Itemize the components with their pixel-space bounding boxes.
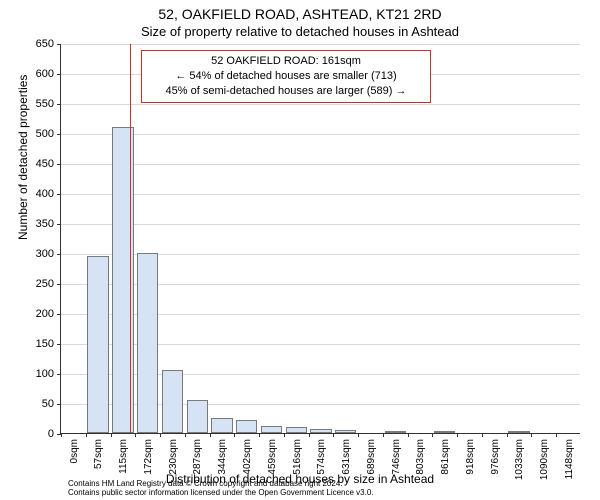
x-tick-mark (61, 433, 62, 437)
x-tick-label: 861sqm (440, 439, 451, 475)
histogram-bar (261, 426, 282, 433)
x-tick-mark (383, 433, 384, 437)
histogram-bar (87, 256, 108, 433)
marker-line (130, 44, 131, 433)
x-tick-label: 402sqm (242, 439, 253, 475)
x-tick-label: 115sqm (118, 439, 129, 474)
x-tick-mark (556, 433, 557, 437)
histogram-bar (434, 431, 455, 433)
x-tick-mark (531, 433, 532, 437)
x-tick-label: 459sqm (267, 439, 278, 475)
y-tick-label: 450 (14, 158, 54, 170)
y-tick-label: 50 (14, 398, 54, 410)
x-tick-label: 689sqm (366, 439, 377, 475)
x-tick-label: 57sqm (93, 439, 104, 469)
chart-area: 52 OAKFIELD ROAD: 161sqm← 54% of detache… (60, 44, 580, 434)
x-tick-mark (457, 433, 458, 437)
x-tick-mark (234, 433, 235, 437)
x-tick-label: 574sqm (316, 439, 327, 475)
x-tick-label: 746sqm (391, 439, 402, 475)
annotation-line: ← 54% of detached houses are smaller (71… (148, 69, 424, 84)
x-tick-mark (210, 433, 211, 437)
x-tick-mark (507, 433, 508, 437)
x-tick-label: 631sqm (341, 439, 352, 475)
x-tick-label: 803sqm (415, 439, 426, 475)
x-tick-mark (482, 433, 483, 437)
x-tick-mark (86, 433, 87, 437)
x-tick-label: 918sqm (465, 439, 476, 475)
y-tick-label: 0 (14, 428, 54, 440)
annotation-line: 52 OAKFIELD ROAD: 161sqm (148, 54, 424, 69)
histogram-bar (335, 430, 356, 433)
y-tick-label: 500 (14, 128, 54, 140)
x-tick-mark (185, 433, 186, 437)
x-tick-mark (333, 433, 334, 437)
footer-line1: Contains HM Land Registry data © Crown c… (68, 479, 374, 489)
x-tick-mark (160, 433, 161, 437)
x-tick-label: 516sqm (292, 439, 303, 475)
histogram-bar (187, 400, 208, 433)
y-tick-label: 300 (14, 248, 54, 260)
x-tick-mark (259, 433, 260, 437)
chart-title-main: 52, OAKFIELD ROAD, ASHTEAD, KT21 2RD (0, 0, 600, 22)
x-tick-mark (284, 433, 285, 437)
y-tick-label: 550 (14, 98, 54, 110)
plot-area: 52 OAKFIELD ROAD: 161sqm← 54% of detache… (60, 44, 580, 434)
y-tick-label: 350 (14, 218, 54, 230)
x-tick-label: 344sqm (217, 439, 228, 475)
y-tick-label: 100 (14, 368, 54, 380)
x-tick-mark (111, 433, 112, 437)
histogram-bar (286, 427, 307, 433)
histogram-bar (137, 253, 158, 433)
x-tick-label: 0sqm (69, 439, 80, 463)
footer-line2: Contains public sector information licen… (68, 488, 374, 498)
y-tick-label: 400 (14, 188, 54, 200)
annotation-line: 45% of semi-detached houses are larger (… (148, 84, 424, 99)
chart-title-sub: Size of property relative to detached ho… (0, 22, 600, 39)
annotation-box: 52 OAKFIELD ROAD: 161sqm← 54% of detache… (141, 50, 431, 103)
x-tick-mark (358, 433, 359, 437)
y-tick-label: 600 (14, 68, 54, 80)
x-tick-mark (309, 433, 310, 437)
y-tick-label: 650 (14, 38, 54, 50)
y-tick-label: 250 (14, 278, 54, 290)
x-tick-label: 172sqm (143, 439, 154, 475)
histogram-bar (211, 418, 232, 433)
histogram-bar (508, 431, 529, 433)
x-tick-mark (135, 433, 136, 437)
histogram-bar (162, 370, 183, 433)
x-tick-label: 976sqm (490, 439, 501, 475)
histogram-bar (310, 429, 331, 433)
x-tick-label: 287sqm (192, 439, 203, 475)
y-tick-label: 200 (14, 308, 54, 320)
y-tick-label: 150 (14, 338, 54, 350)
x-tick-mark (408, 433, 409, 437)
x-tick-label: 230sqm (168, 439, 179, 475)
footer-attribution: Contains HM Land Registry data © Crown c… (68, 479, 374, 498)
histogram-bar (385, 431, 406, 433)
x-tick-mark (432, 433, 433, 437)
histogram-bar (236, 420, 257, 433)
